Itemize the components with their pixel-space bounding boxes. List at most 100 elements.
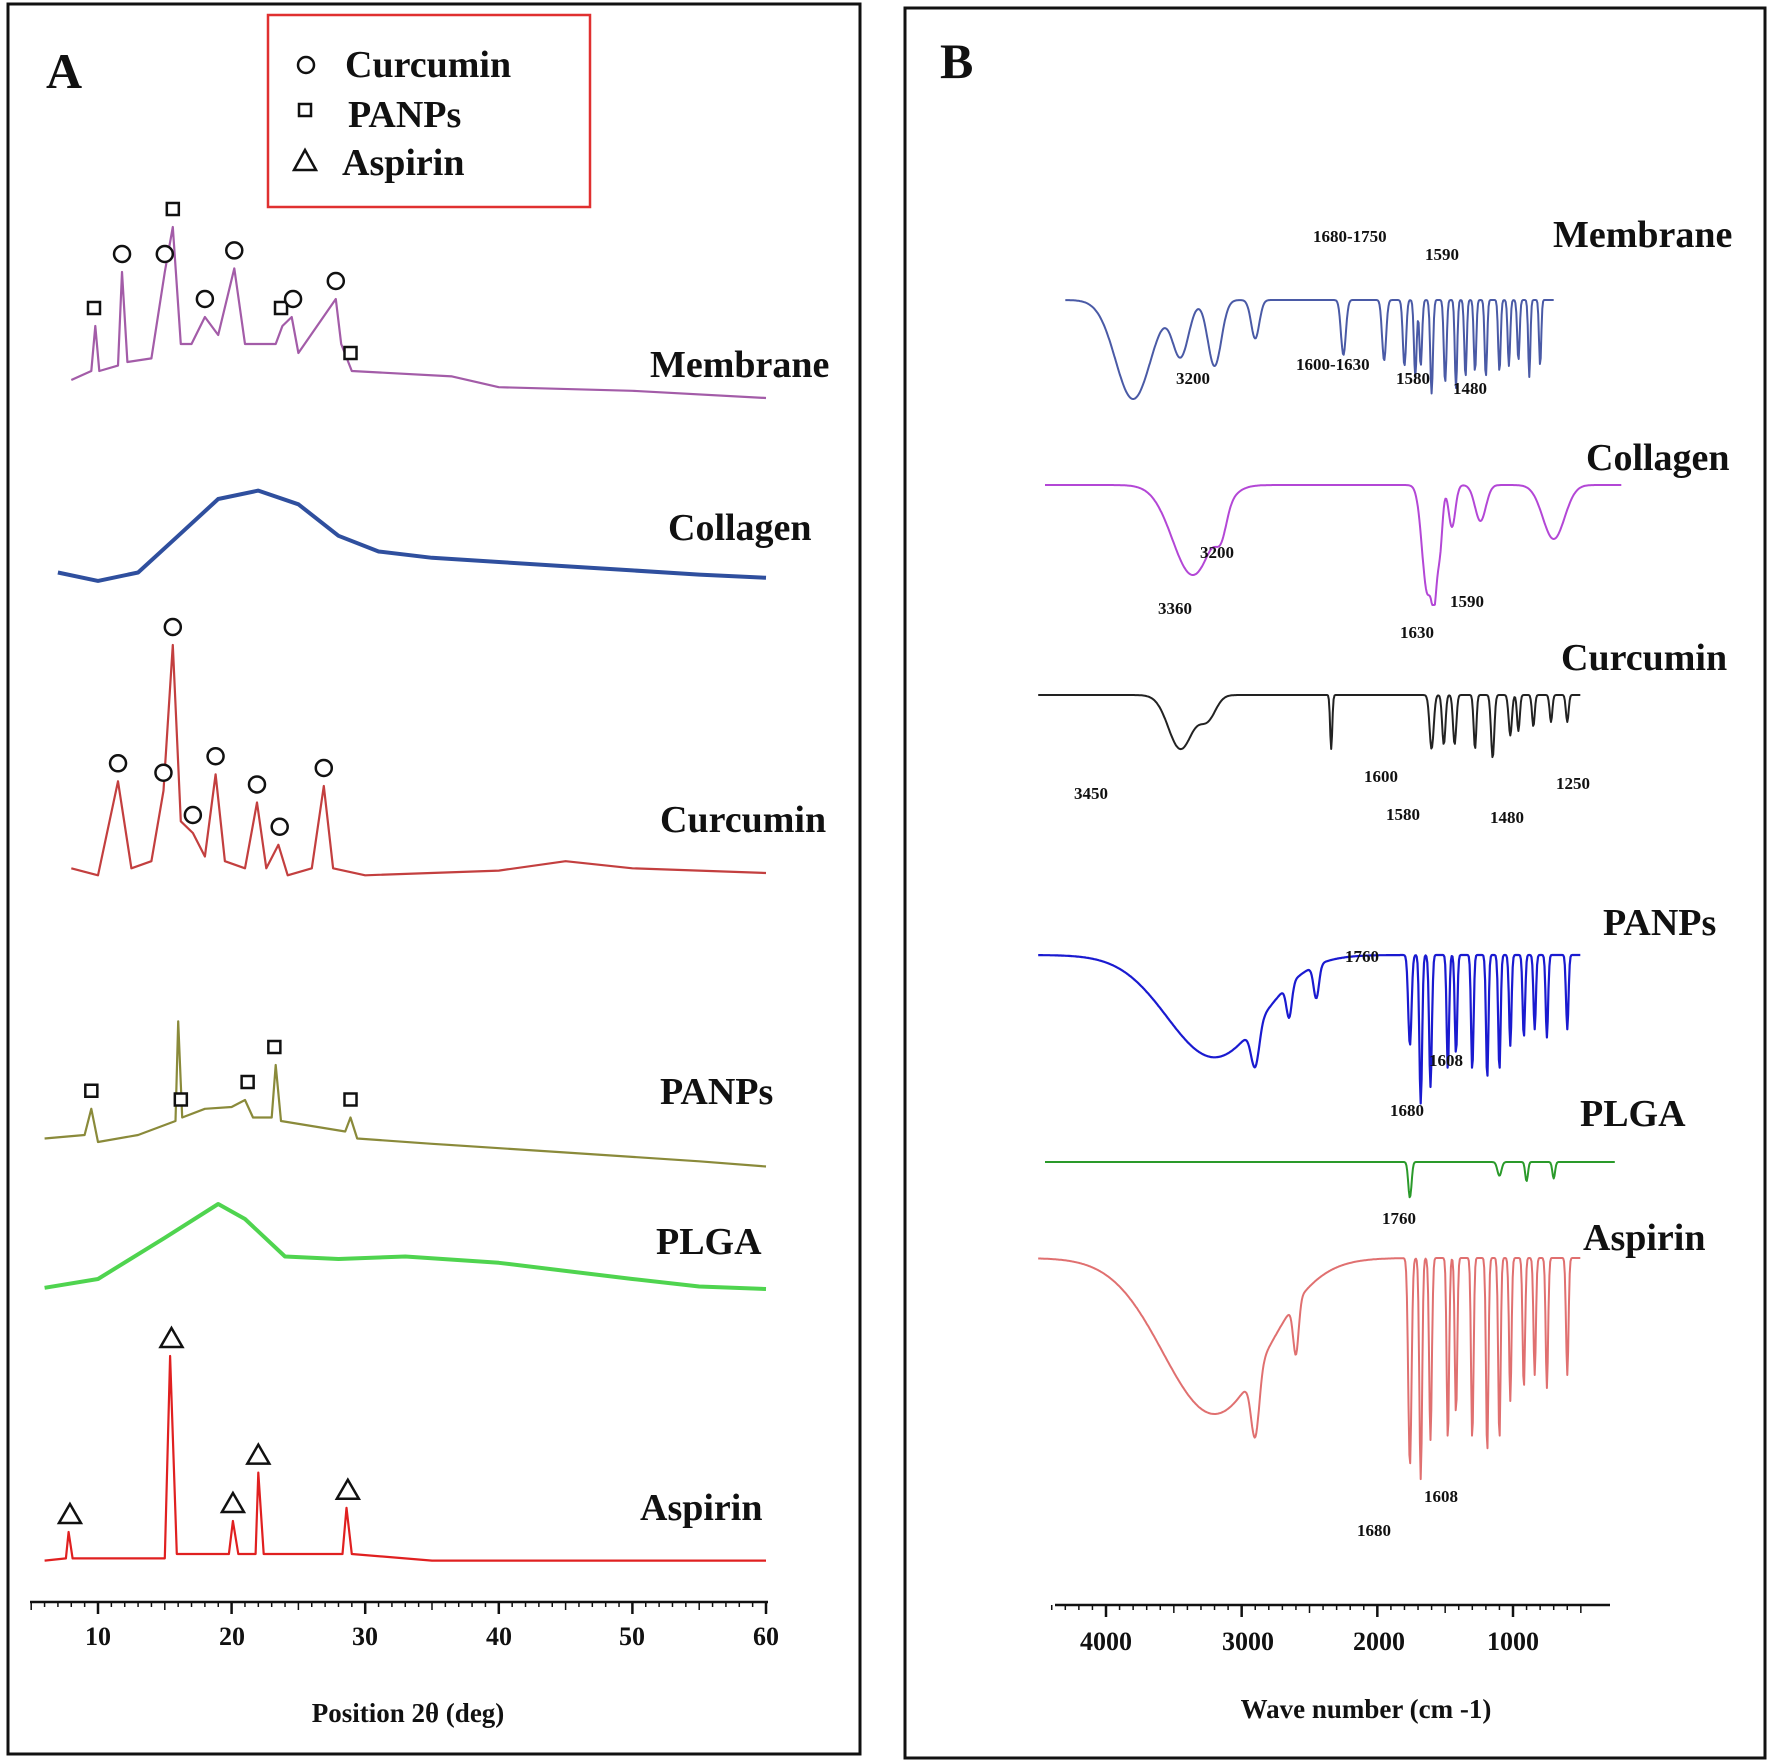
xrd-marker-circle (326, 271, 346, 291)
peak-label-curcumin-1580: 1580 (1386, 805, 1420, 824)
xrd-marker-circle (195, 289, 215, 309)
xrd-marker-circle (283, 289, 303, 309)
xrd-tick-50: 50 (619, 1622, 645, 1651)
peak-label-aspirin-1680: 1680 (1357, 1521, 1391, 1540)
ftir-label-curcumin: Curcumin (1561, 637, 1727, 679)
xrd-marker-triangle (334, 1477, 362, 1501)
legend-circle-icon (296, 55, 316, 75)
xrd-marker-triangle (245, 1442, 272, 1465)
xrd-tick-20: 20 (219, 1622, 245, 1651)
legend-label-curcumin: Curcumin (345, 44, 511, 86)
xrd-marker-square (267, 1039, 282, 1055)
xrd-trace-curcumin (71, 643, 767, 877)
ftir-tick-1000: 1000 (1487, 1627, 1539, 1656)
peak-label-curcumin-3450: 3450 (1074, 784, 1108, 803)
xrd-marker-circle (314, 758, 334, 778)
xrd-marker-circle (225, 241, 244, 260)
xrd-marker-square (165, 201, 181, 217)
xrd-marker-square (173, 1092, 189, 1107)
xrd-trace-membrane (70, 225, 767, 400)
ftir-x-axis: 4000 3000 2000 1000 Wave number (cm -1) (1050, 1603, 1610, 1724)
peak-label-panps-1608: 1608 (1429, 1051, 1463, 1070)
ftir-tick-2000: 2000 (1353, 1627, 1405, 1656)
ftir-label-aspirin: Aspirin (1583, 1217, 1705, 1259)
ftir-label-panps: PANPs (1603, 902, 1716, 944)
xrd-trace-plga (44, 1202, 767, 1291)
xrd-marker-square (273, 300, 289, 316)
xrd-x-title: Position 2θ (deg) (312, 1698, 505, 1728)
xrd-label-membrane: Membrane (650, 344, 829, 386)
ftir-x-title: Wave number (cm -1) (1241, 1694, 1492, 1724)
peak-label-membrane-1680-1750: 1680-1750 (1313, 227, 1387, 246)
peak-label-curcumin-1600: 1600 (1364, 767, 1398, 786)
legend-triangle-icon (291, 147, 319, 172)
xrd-marker-triangle (219, 1490, 247, 1514)
ftir-tick-3000: 3000 (1222, 1627, 1274, 1656)
panel-a-legend: Curcumin PANPs Aspirin (266, 13, 592, 209)
xrd-label-plga: PLGA (656, 1221, 762, 1263)
xrd-marker-circle (155, 244, 175, 264)
xrd-trace-panps (44, 1020, 767, 1168)
panel-a-letter: A (46, 43, 82, 99)
panel-b-frame (903, 6, 1767, 1760)
peak-label-panps-1760: 1760 (1345, 947, 1379, 966)
legend-label-panps: PANPs (348, 94, 461, 136)
xrd-marker-square (240, 1074, 255, 1090)
legend-box (266, 13, 592, 209)
xrd-tick-40: 40 (486, 1622, 512, 1651)
legend-square-icon (297, 102, 313, 118)
ftir-tick-4000: 4000 (1080, 1627, 1132, 1656)
xrd-marker-circle (154, 763, 173, 782)
peak-label-membrane-1480: 1480 (1453, 379, 1487, 398)
xrd-trace-aspirin (44, 1354, 766, 1562)
peak-label-membrane-1600-1630: 1600-1630 (1296, 355, 1370, 374)
xrd-ticks (30, 1602, 768, 1614)
xrd-marker-circle (206, 747, 225, 766)
ftir-trace-curcumin (1038, 694, 1581, 759)
xrd-marker-square (343, 345, 358, 361)
peak-label-membrane-1580: 1580 (1396, 369, 1430, 388)
xrd-marker-circle (108, 754, 128, 773)
xrd-marker-square (86, 300, 102, 316)
xrd-x-axis: 10 20 30 40 50 60 Position 2θ (deg) (30, 1600, 779, 1728)
peak-label-curcumin-1480: 1480 (1490, 808, 1524, 827)
xrd-trace-collagen (57, 488, 767, 583)
xrd-marker-square (343, 1092, 358, 1107)
peak-label-membrane-3200: 3200 (1176, 369, 1210, 388)
xrd-label-aspirin: Aspirin (640, 1487, 762, 1529)
xrd-tick-10: 10 (85, 1622, 111, 1651)
ftir-trace-collagen (1044, 484, 1622, 606)
peak-label-panps-1680: 1680 (1390, 1101, 1424, 1120)
ftir-label-collagen: Collagen (1586, 437, 1730, 479)
xrd-marker-circle (183, 805, 203, 825)
xrd-label-curcumin: Curcumin (660, 799, 826, 841)
peak-label-membrane-1590: 1590 (1425, 245, 1459, 264)
xrd-tick-60: 60 (753, 1622, 779, 1651)
xrd-marker-circle (270, 817, 289, 836)
peak-label-collagen-1630: 1630 (1400, 623, 1434, 642)
xrd-label-collagen: Collagen (668, 507, 812, 549)
panel-a-frame (6, 2, 862, 1756)
ftir-trace-aspirin (1038, 1257, 1581, 1481)
peak-label-collagen-3360: 3360 (1158, 599, 1192, 618)
ftir-label-plga: PLGA (1580, 1093, 1686, 1135)
peak-label-aspirin-1608: 1608 (1424, 1487, 1458, 1506)
ftir-trace-membrane (1065, 299, 1554, 400)
xrd-marker-triangle (56, 1501, 84, 1525)
legend-label-aspirin: Aspirin (342, 142, 464, 184)
xrd-traces (44, 201, 767, 1562)
xrd-tick-30: 30 (352, 1622, 378, 1651)
xrd-marker-circle (247, 775, 267, 794)
xrd-marker-circle (163, 617, 183, 637)
xrd-marker-circle (112, 244, 132, 264)
peak-label-plga-1760: 1760 (1382, 1209, 1416, 1228)
xrd-marker-square (84, 1083, 99, 1098)
ftir-ticks (1050, 1605, 1582, 1617)
peak-label-collagen-1590: 1590 (1450, 592, 1484, 611)
xrd-label-panps: PANPs (660, 1071, 773, 1113)
xrd-marker-triangle (158, 1325, 185, 1349)
ftir-trace-panps (1037, 953, 1581, 1105)
ftir-label-membrane: Membrane (1553, 214, 1732, 256)
peak-label-curcumin-1250: 1250 (1556, 774, 1590, 793)
